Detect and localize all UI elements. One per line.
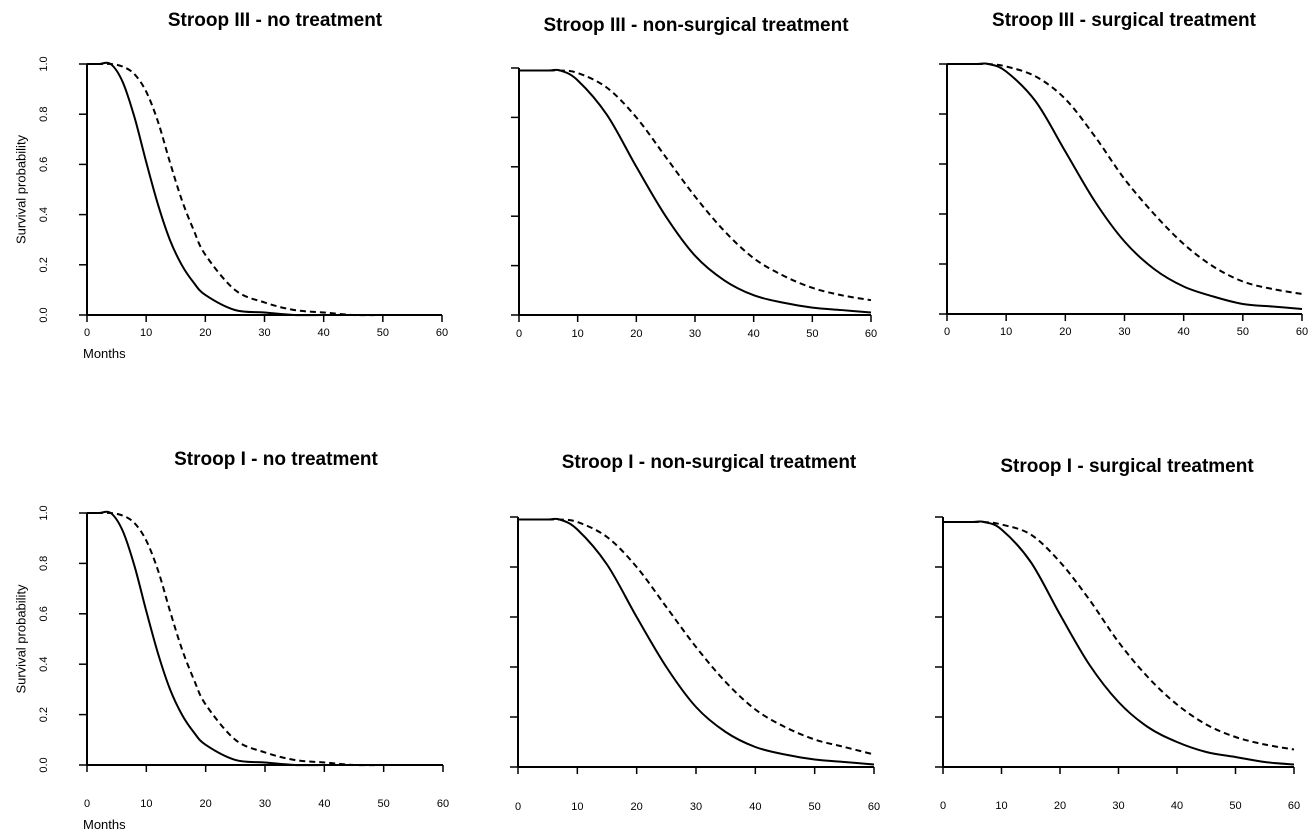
- chart-panel-5: Stroop I - non-surgical treatment 0 10 20 30…: [510, 452, 880, 813]
- x-tick-label: 0: [944, 326, 950, 338]
- series-line-dashed: [87, 511, 443, 767]
- y-tick-label: 0.8: [38, 556, 50, 571]
- x-tick-label: 30: [259, 798, 271, 810]
- x-axis-label: Months: [83, 817, 126, 831]
- y-tick-label: 0.4: [38, 207, 50, 222]
- series-line-dashed: [943, 520, 1295, 751]
- x-tick-label: 30: [1112, 800, 1124, 812]
- series-line-solid: [946, 62, 1303, 310]
- y-tick-label: 0.8: [38, 107, 50, 122]
- chart-title: Stroop III - no treatment: [168, 10, 383, 31]
- x-tick-label: 10: [1000, 326, 1012, 338]
- y-tick-label: 0.0: [38, 307, 50, 322]
- series-line-solid: [87, 510, 443, 767]
- x-tick-label: 30: [690, 801, 702, 813]
- x-tick-label: 40: [318, 327, 330, 339]
- y-tick-label: 0.2: [38, 257, 50, 272]
- x-tick-label: 30: [689, 328, 701, 340]
- chart-title: Stroop I - non-surgical treatment: [562, 452, 857, 473]
- x-tick-label: 50: [377, 327, 389, 339]
- chart-panel-6: Stroop I - surgical treatment 0 10 20 30 40 50…: [935, 456, 1300, 812]
- chart-title: Stroop I - no treatment: [174, 449, 378, 470]
- x-tick-label: 0: [516, 328, 522, 340]
- y-axis-label: Survival probability: [13, 134, 28, 244]
- x-tick-label: 20: [631, 801, 643, 813]
- series-line-solid: [86, 61, 442, 317]
- chart-panel-2: Stroop III - non-surgical treatment 0 10 20…: [511, 15, 877, 340]
- x-tick-label: 40: [749, 801, 761, 813]
- chart-panel-3: Stroop III - surgical treatment 0 10 20 30 40…: [939, 10, 1308, 338]
- y-tick-label: 1.0: [38, 56, 50, 71]
- x-tick-label: 50: [378, 798, 390, 810]
- x-axis-label: Months: [83, 346, 126, 361]
- x-tick-label: 0: [940, 800, 946, 812]
- x-tick-label: 20: [1054, 800, 1066, 812]
- x-tick-label: 60: [1288, 800, 1300, 812]
- y-tick-label: 0.6: [38, 157, 50, 172]
- chart-title: Stroop III - surgical treatment: [992, 10, 1257, 31]
- x-tick-label: 30: [1118, 326, 1130, 338]
- series-line-solid: [518, 517, 875, 766]
- chart-panel-1: Stroop III - no treatment 0 10 20 30 40 50 60 0.…: [13, 10, 448, 361]
- x-tick-label: 0: [84, 798, 90, 810]
- y-tick-label: 0.4: [38, 657, 50, 672]
- x-tick-label: 20: [200, 798, 212, 810]
- x-tick-label: 10: [572, 328, 584, 340]
- x-tick-label: 20: [1059, 326, 1071, 338]
- y-tick-label: 0.6: [38, 606, 50, 621]
- x-tick-label: 40: [318, 798, 330, 810]
- series-line-solid: [518, 68, 872, 314]
- x-tick-label: 20: [630, 328, 642, 340]
- x-tick-label: 30: [258, 327, 270, 339]
- x-tick-label: 50: [809, 801, 821, 813]
- series-line-dashed: [946, 62, 1303, 295]
- x-tick-label: 20: [199, 327, 211, 339]
- series-line-dashed: [518, 69, 872, 302]
- y-axis-label: Survival probability: [13, 584, 28, 694]
- x-tick-label: 10: [995, 800, 1007, 812]
- x-tick-label: 60: [1296, 326, 1308, 338]
- series-line-solid: [943, 520, 1295, 766]
- x-tick-label: 60: [865, 328, 877, 340]
- x-tick-label: 60: [436, 327, 448, 339]
- x-tick-label: 60: [868, 801, 880, 813]
- x-tick-label: 40: [748, 328, 760, 340]
- x-tick-label: 60: [437, 798, 449, 810]
- x-tick-label: 50: [1237, 326, 1249, 338]
- y-tick-label: 0.2: [38, 707, 50, 722]
- chart-panel-4: Stroop I - no treatment 0 10 20 30 40 50 60 0.0 0…: [13, 449, 449, 831]
- y-tick-label: 0.0: [38, 757, 50, 772]
- chart-title: Stroop I - surgical treatment: [1000, 456, 1254, 477]
- y-tick-label: 1.0: [38, 505, 50, 520]
- x-tick-label: 0: [515, 801, 521, 813]
- x-tick-label: 10: [140, 798, 152, 810]
- x-tick-label: 40: [1171, 800, 1183, 812]
- x-tick-label: 10: [571, 801, 583, 813]
- x-tick-label: 50: [1229, 800, 1241, 812]
- x-tick-label: 0: [84, 327, 90, 339]
- x-tick-label: 50: [806, 328, 818, 340]
- x-tick-label: 40: [1178, 326, 1190, 338]
- series-line-dashed: [86, 62, 442, 317]
- chart-title: Stroop III - non-surgical treatment: [543, 15, 849, 36]
- x-tick-label: 10: [140, 327, 152, 339]
- series-line-dashed: [518, 518, 875, 756]
